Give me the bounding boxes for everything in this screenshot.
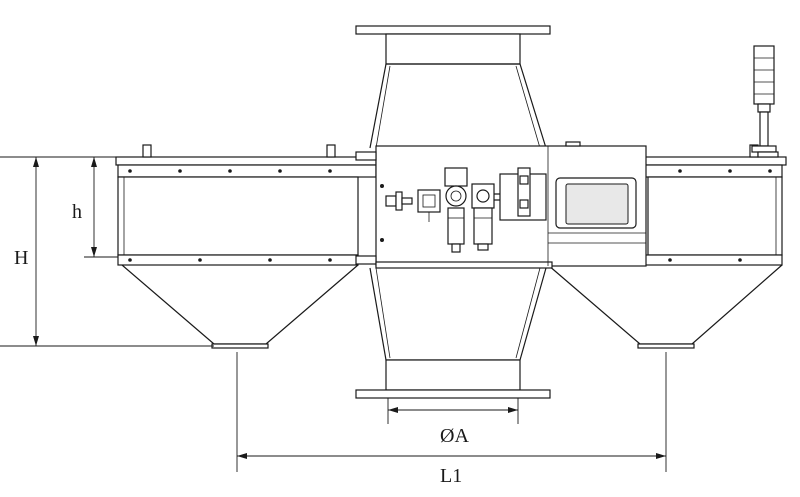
dimension-label-A: ØA bbox=[440, 425, 469, 447]
left-housing bbox=[115, 144, 377, 349]
signal-tower bbox=[751, 45, 779, 158]
control-box bbox=[355, 141, 647, 269]
top-inlet bbox=[355, 25, 551, 149]
dimension-label-H: H bbox=[14, 247, 28, 269]
dimension-h: h bbox=[72, 157, 118, 258]
dimension-label-L1: L1 bbox=[440, 465, 462, 487]
dimension-H: H bbox=[0, 156, 214, 347]
bottom-outlet bbox=[355, 267, 551, 399]
dimension-A: ØA bbox=[387, 398, 519, 447]
dimension-L1: L1 bbox=[236, 352, 667, 487]
dimension-label-h: h bbox=[72, 201, 82, 223]
right-housing bbox=[539, 144, 787, 349]
